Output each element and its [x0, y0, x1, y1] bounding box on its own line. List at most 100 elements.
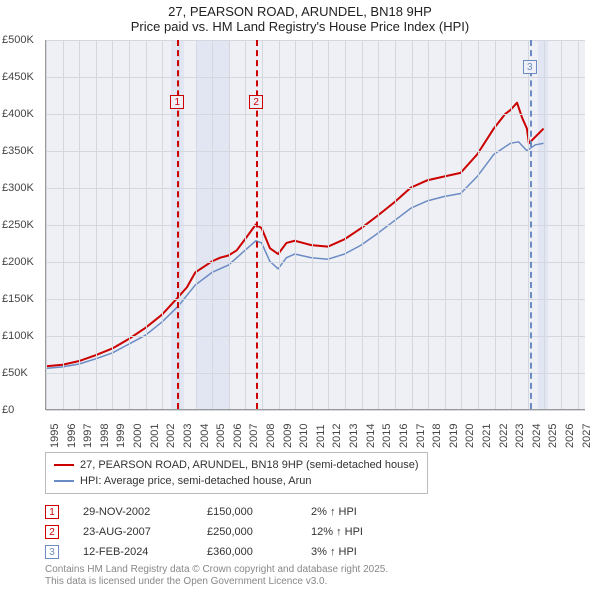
gridline-v	[146, 40, 147, 409]
event-marker: 3	[45, 545, 59, 559]
event-price: £150,000	[207, 506, 287, 518]
gridline-v	[79, 40, 80, 409]
legend-label: 27, PEARSON ROAD, ARUNDEL, BN18 9HP (sem…	[80, 457, 419, 473]
gridline-v	[445, 40, 446, 409]
x-tick-label: 2010	[298, 424, 310, 448]
gridline-v	[129, 40, 130, 409]
gridline-v	[362, 40, 363, 409]
x-tick-label: 2019	[448, 424, 460, 448]
x-tick-label: 2014	[365, 424, 377, 448]
title-line1: 27, PEARSON ROAD, ARUNDEL, BN18 9HP	[0, 4, 600, 19]
x-tick-label: 2001	[149, 424, 161, 448]
x-tick-label: 2008	[265, 424, 277, 448]
y-tick-label: £200K	[2, 256, 34, 268]
events-table: 1 29-NOV-2002 £150,000 2% ↑ HPI 2 23-AUG-2007…	[45, 502, 391, 562]
event-price: £250,000	[207, 526, 287, 538]
gridline-h	[46, 299, 585, 300]
x-tick-label: 2007	[248, 424, 260, 448]
legend-swatch	[54, 464, 74, 466]
chart-container: 27, PEARSON ROAD, ARUNDEL, BN18 9HP Pric…	[0, 0, 600, 590]
x-tick-label: 2024	[531, 424, 543, 448]
x-tick-label: 1999	[115, 424, 127, 448]
marker-dashline	[530, 40, 532, 409]
gridline-v	[428, 40, 429, 409]
chart-plot-area: 123	[45, 40, 585, 410]
event-marker: 1	[45, 505, 59, 519]
y-tick-label: £250K	[2, 219, 34, 231]
y-tick-label: £100K	[2, 330, 34, 342]
gridline-v	[345, 40, 346, 409]
event-hpi: 3% ↑ HPI	[311, 546, 391, 558]
event-row: 312-FEB-2024£360,0003% ↑ HPI	[45, 542, 391, 562]
gridline-h	[46, 262, 585, 263]
gridline-h	[46, 77, 585, 78]
x-tick-label: 2020	[464, 424, 476, 448]
x-tick-label: 2012	[331, 424, 343, 448]
gridline-v	[245, 40, 246, 409]
gridline-v	[229, 40, 230, 409]
footnote-line2: This data is licensed under the Open Gov…	[45, 576, 388, 588]
gridline-v	[511, 40, 512, 409]
event-hpi: 2% ↑ HPI	[311, 506, 391, 518]
x-tick-label: 2003	[182, 424, 194, 448]
y-tick-label: £350K	[2, 145, 34, 157]
gridline-v	[495, 40, 496, 409]
y-tick-label: £500K	[2, 34, 34, 46]
chart-legend: 27, PEARSON ROAD, ARUNDEL, BN18 9HP (sem…	[45, 452, 428, 494]
gridline-v	[112, 40, 113, 409]
x-tick-label: 2005	[215, 424, 227, 448]
x-tick-label: 2013	[348, 424, 360, 448]
legend-swatch	[54, 480, 74, 482]
gridline-h	[46, 40, 585, 41]
gridline-v	[295, 40, 296, 409]
y-tick-label: £150K	[2, 293, 34, 305]
gridline-v	[196, 40, 197, 409]
gridline-v	[395, 40, 396, 409]
x-tick-label: 2015	[381, 424, 393, 448]
gridline-v	[412, 40, 413, 409]
gridline-v	[63, 40, 64, 409]
gridline-v	[561, 40, 562, 409]
y-tick-label: £0	[2, 404, 14, 416]
gridline-v	[279, 40, 280, 409]
gridline-h	[46, 151, 585, 152]
x-tick-label: 2022	[498, 424, 510, 448]
gridline-v	[378, 40, 379, 409]
event-hpi: 12% ↑ HPI	[311, 526, 391, 538]
gridline-v	[46, 40, 47, 409]
gridline-v	[461, 40, 462, 409]
gridline-h	[46, 114, 585, 115]
x-tick-label: 2026	[564, 424, 576, 448]
event-date: 29-NOV-2002	[83, 506, 183, 518]
x-tick-label: 1995	[49, 424, 61, 448]
legend-item: 27, PEARSON ROAD, ARUNDEL, BN18 9HP (sem…	[54, 457, 419, 473]
x-tick-label: 1998	[99, 424, 111, 448]
y-tick-label: £300K	[2, 182, 34, 194]
y-tick-label: £400K	[2, 108, 34, 120]
gridline-h	[46, 336, 585, 337]
gridline-v	[544, 40, 545, 409]
gridline-h	[46, 225, 585, 226]
marker-label: 1	[170, 95, 184, 109]
x-tick-label: 2000	[132, 424, 144, 448]
x-tick-label: 2023	[514, 424, 526, 448]
event-row: 1 29-NOV-2002 £150,000 2% ↑ HPI	[45, 502, 391, 522]
gridline-v	[96, 40, 97, 409]
chart-title: 27, PEARSON ROAD, ARUNDEL, BN18 9HP Pric…	[0, 0, 600, 36]
gridline-h	[46, 373, 585, 374]
x-tick-label: 2004	[199, 424, 211, 448]
x-tick-label: 2025	[547, 424, 559, 448]
legend-label: HPI: Average price, semi-detached house,…	[80, 473, 312, 489]
event-marker: 2	[45, 525, 59, 539]
y-tick-label: £50K	[2, 367, 28, 379]
event-date: 23-AUG-2007	[83, 526, 183, 538]
gridline-v	[328, 40, 329, 409]
footnote: Contains HM Land Registry data © Crown c…	[45, 564, 388, 588]
x-tick-label: 2016	[398, 424, 410, 448]
x-tick-label: 2006	[232, 424, 244, 448]
gridline-v	[478, 40, 479, 409]
gridline-h	[46, 188, 585, 189]
title-line2: Price paid vs. HM Land Registry's House …	[0, 19, 600, 34]
event-price: £360,000	[207, 546, 287, 558]
x-tick-label: 2021	[481, 424, 493, 448]
